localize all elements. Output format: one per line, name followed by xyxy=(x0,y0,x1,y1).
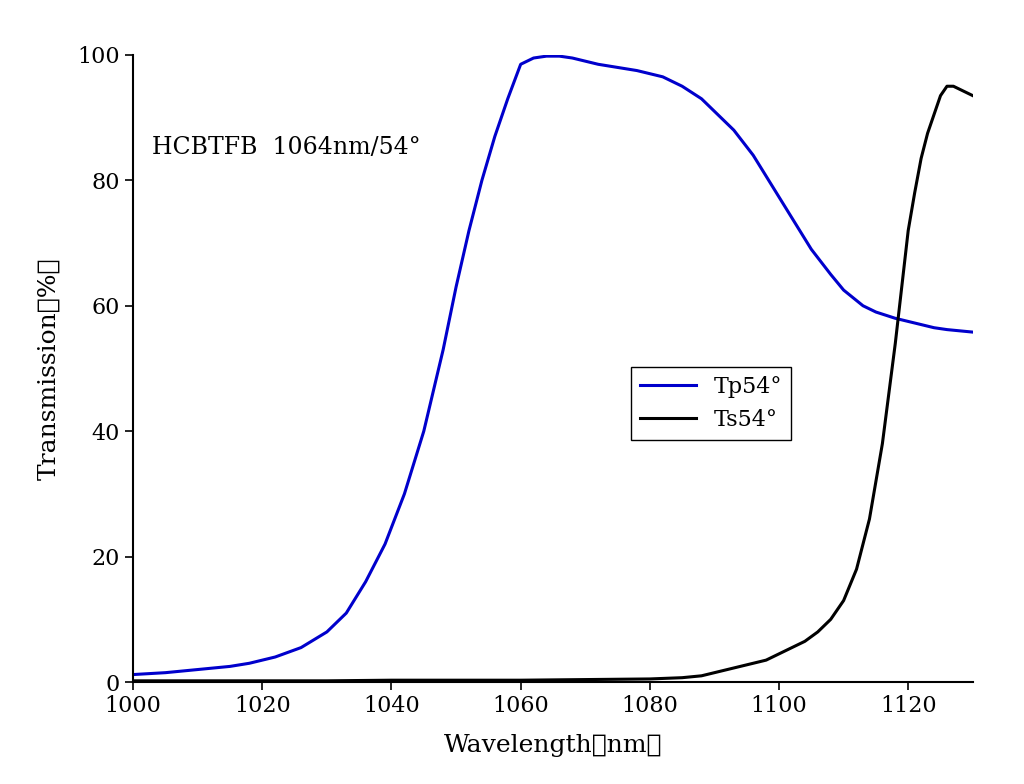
Tp54° xyxy=(915,320,928,329)
Line: Tp54°: Tp54° xyxy=(133,56,973,674)
Tp54° xyxy=(450,282,462,292)
Tp54° xyxy=(379,539,391,549)
Ts54° xyxy=(947,82,959,91)
Ts54° xyxy=(922,129,934,138)
Tp54° xyxy=(889,314,901,323)
Tp54° xyxy=(127,670,139,679)
Tp54° xyxy=(160,668,172,677)
Ts54° xyxy=(734,662,746,671)
Tp54° xyxy=(785,213,798,223)
Tp54° xyxy=(463,226,475,235)
Tp54° xyxy=(418,426,430,436)
Ts54° xyxy=(902,226,914,235)
Ts54° xyxy=(760,655,772,665)
Tp54° xyxy=(709,107,721,116)
Tp54° xyxy=(592,60,604,69)
Ts54° xyxy=(580,675,592,684)
Ts54° xyxy=(773,649,785,659)
X-axis label: Wavelength（nm）: Wavelength（nm） xyxy=(443,734,663,757)
Ts54° xyxy=(838,596,850,605)
Ts54° xyxy=(928,110,940,119)
Ts54° xyxy=(385,676,397,685)
Line: Ts54°: Ts54° xyxy=(133,86,973,681)
Ts54° xyxy=(877,439,889,448)
Ts54° xyxy=(127,676,139,685)
Ts54° xyxy=(967,91,979,100)
Tp54° xyxy=(857,301,869,310)
Tp54° xyxy=(695,94,708,103)
Tp54° xyxy=(295,643,307,652)
Ts54° xyxy=(934,91,946,100)
Tp54° xyxy=(398,489,411,499)
Ts54° xyxy=(721,665,733,674)
Ts54° xyxy=(748,659,760,668)
Tp54° xyxy=(967,328,979,337)
Tp54° xyxy=(244,659,256,668)
Ts54° xyxy=(321,676,333,685)
Tp54° xyxy=(631,66,643,75)
Tp54° xyxy=(191,665,204,674)
Tp54° xyxy=(514,60,526,69)
Ts54° xyxy=(450,676,462,685)
Tp54° xyxy=(611,63,624,72)
Ts54° xyxy=(256,676,268,685)
Tp54° xyxy=(269,652,282,662)
Ts54° xyxy=(889,339,901,348)
Ts54° xyxy=(863,514,876,524)
Ts54° xyxy=(191,676,204,685)
Tp54° xyxy=(644,69,656,78)
Tp54° xyxy=(527,53,540,63)
Tp54° xyxy=(824,270,837,279)
Ts54° xyxy=(953,85,966,94)
Tp54° xyxy=(566,53,579,63)
Ts54° xyxy=(941,82,953,91)
Y-axis label: Transmission（%）: Transmission（%） xyxy=(38,257,60,480)
Ts54° xyxy=(676,673,688,682)
Tp54° xyxy=(359,577,372,586)
Tp54° xyxy=(902,317,914,326)
Tp54° xyxy=(953,326,966,336)
Tp54° xyxy=(766,182,778,191)
Tp54° xyxy=(224,662,237,671)
Tp54° xyxy=(676,82,688,91)
Ts54° xyxy=(695,671,708,681)
Ts54° xyxy=(824,615,837,624)
Text: HCBTFB  1064nm/54°: HCBTFB 1064nm/54° xyxy=(153,136,421,159)
Tp54° xyxy=(502,94,514,103)
Tp54° xyxy=(869,307,882,317)
Tp54° xyxy=(340,608,352,618)
Ts54° xyxy=(644,674,656,684)
Ts54° xyxy=(915,154,928,163)
Ts54° xyxy=(812,627,824,637)
Ts54° xyxy=(514,676,526,685)
Tp54° xyxy=(728,125,740,135)
Tp54° xyxy=(541,52,553,61)
Tp54° xyxy=(656,72,669,82)
Tp54° xyxy=(437,345,450,354)
Ts54° xyxy=(908,188,921,198)
Ts54° xyxy=(785,643,798,652)
Ts54° xyxy=(799,637,811,646)
Tp54° xyxy=(941,325,953,334)
Ts54° xyxy=(709,668,721,677)
Tp54° xyxy=(748,151,760,160)
Tp54° xyxy=(553,52,565,61)
Tp54° xyxy=(580,56,592,66)
Tp54° xyxy=(928,323,940,332)
Tp54° xyxy=(321,627,333,637)
Ts54° xyxy=(961,88,973,97)
Legend: Tp54°, Ts54°: Tp54°, Ts54° xyxy=(631,367,791,440)
Tp54° xyxy=(476,176,488,185)
Tp54° xyxy=(838,285,850,295)
Ts54° xyxy=(850,564,862,574)
Tp54° xyxy=(805,245,817,254)
Tp54° xyxy=(488,132,501,141)
